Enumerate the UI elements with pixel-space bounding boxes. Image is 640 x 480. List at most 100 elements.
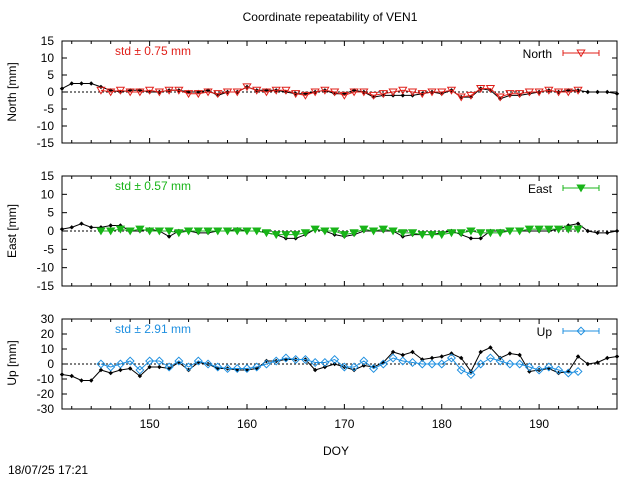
north-y-label: North [mm] bbox=[5, 62, 19, 121]
up-obs-point bbox=[330, 354, 340, 365]
east-obs-point bbox=[193, 227, 203, 236]
north-model-point bbox=[488, 88, 493, 93]
north-model-point bbox=[186, 89, 191, 95]
north-panel: North [mm] std ± 0.75 mm North bbox=[5, 44, 552, 122]
up-obs-point bbox=[135, 365, 145, 375]
up-obs-point bbox=[232, 363, 242, 374]
up-obs-point bbox=[164, 362, 174, 372]
up-obs-point bbox=[154, 356, 164, 366]
east-obs-point bbox=[563, 225, 573, 234]
north-obs-point bbox=[407, 88, 418, 97]
up-model-point bbox=[157, 364, 162, 370]
up-model-point bbox=[79, 378, 84, 383]
up-obs-point bbox=[515, 359, 525, 369]
east-model-point bbox=[118, 223, 123, 228]
east-obs-point bbox=[505, 227, 515, 236]
up-obs-point bbox=[398, 356, 408, 366]
up-obs-point bbox=[544, 362, 554, 372]
east-obs-point bbox=[320, 227, 330, 236]
north-obs-point bbox=[329, 88, 340, 97]
east-obs-point bbox=[398, 229, 408, 238]
east-obs-point bbox=[96, 227, 106, 236]
east-model-point bbox=[468, 236, 474, 241]
east-obs-point bbox=[485, 229, 496, 238]
up-obs-point bbox=[495, 356, 505, 366]
up-ytick-label: -30 bbox=[37, 402, 55, 416]
east-model-point bbox=[79, 221, 84, 226]
east-model-point bbox=[595, 230, 600, 236]
up-model-point bbox=[459, 355, 464, 361]
up-obs-point bbox=[291, 354, 301, 365]
up-obs-point bbox=[320, 357, 330, 368]
up-ytick-label: 30 bbox=[41, 312, 55, 326]
north-std-label: std ± 0.75 mm bbox=[115, 44, 191, 58]
north-model-point bbox=[614, 91, 620, 96]
up-obs-point bbox=[359, 356, 369, 366]
east-legend-marker bbox=[576, 184, 586, 193]
up-obs-point bbox=[378, 359, 388, 369]
north-legend-label: North bbox=[523, 47, 552, 61]
up-model-point bbox=[585, 361, 590, 367]
up-model-line bbox=[61, 346, 618, 381]
north-obs-point bbox=[242, 83, 252, 92]
east-ytick-label: -15 bbox=[37, 279, 55, 293]
up-model-point bbox=[127, 366, 133, 371]
north-obs-point bbox=[476, 85, 486, 94]
east-plot: -15 -10 -5 0 5 10 15 bbox=[37, 169, 620, 293]
north-ytick-label: -5 bbox=[43, 102, 54, 116]
up-model-point bbox=[351, 367, 357, 373]
up-model-point bbox=[186, 367, 191, 373]
up-obs-point bbox=[456, 365, 466, 375]
up-model-point bbox=[605, 355, 610, 361]
up-obs-point bbox=[174, 356, 184, 366]
east-obs-point bbox=[261, 229, 272, 238]
east-model-point bbox=[605, 230, 610, 236]
up-obs-point bbox=[310, 357, 320, 368]
up-panel: Up [mm] std ± 2.91 mm Up bbox=[5, 322, 552, 386]
up-obs-point bbox=[427, 359, 437, 369]
up-model-point bbox=[147, 364, 152, 370]
east-model-point bbox=[478, 236, 483, 241]
up-obs-point bbox=[369, 363, 379, 374]
up-model-point bbox=[478, 349, 483, 355]
east-obs-point bbox=[144, 227, 155, 236]
east-obs-point bbox=[252, 227, 262, 236]
north-model-point bbox=[79, 81, 84, 86]
north-obs-point bbox=[359, 88, 369, 97]
north-obs-point bbox=[144, 86, 155, 95]
east-obs-point bbox=[291, 231, 301, 240]
east-model-point bbox=[89, 225, 94, 230]
east-obs-point bbox=[339, 231, 350, 240]
up-xtick-label: 150 bbox=[140, 417, 160, 431]
east-obs-point bbox=[466, 227, 476, 236]
east-obs-point bbox=[242, 227, 252, 236]
north-model-point bbox=[89, 81, 94, 86]
north-model-point bbox=[605, 89, 610, 95]
east-obs-point bbox=[407, 229, 418, 238]
up-obs-point bbox=[505, 359, 515, 369]
up-obs-point bbox=[242, 363, 252, 374]
east-obs-point bbox=[524, 225, 535, 234]
north-obs-point bbox=[514, 90, 525, 99]
north-obs-point bbox=[174, 86, 184, 95]
east-ytick-label: 0 bbox=[47, 224, 54, 238]
east-obs-point bbox=[476, 229, 486, 238]
north-obs-point bbox=[466, 91, 476, 100]
east-obs-point bbox=[427, 231, 437, 240]
north-obs-point bbox=[398, 86, 408, 95]
up-xtick-label: 170 bbox=[334, 417, 354, 431]
east-obs-point bbox=[271, 231, 281, 240]
north-ytick-label: -10 bbox=[37, 119, 55, 133]
east-obs-point bbox=[514, 227, 525, 236]
north-obs-point bbox=[427, 88, 437, 97]
north-obs-point bbox=[417, 90, 427, 99]
up-model-point bbox=[507, 351, 513, 356]
east-panel: East [mm] std ± 0.57 mm East bbox=[5, 179, 553, 258]
north-ytick-label: 5 bbox=[47, 68, 54, 82]
east-ytick-label: 5 bbox=[47, 206, 54, 220]
up-obs-point bbox=[534, 365, 544, 375]
north-obs-point bbox=[281, 86, 291, 95]
east-obs-point bbox=[378, 225, 388, 234]
